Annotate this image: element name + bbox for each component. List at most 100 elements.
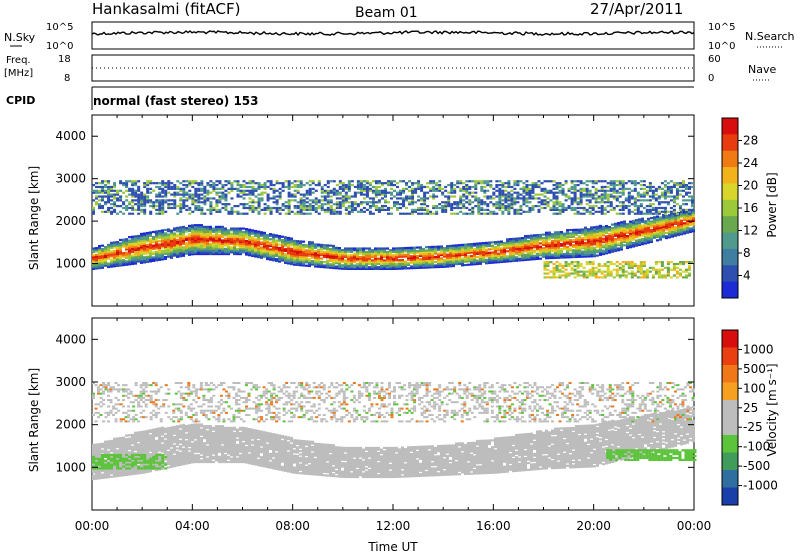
heatmap-cell bbox=[92, 257, 95, 260]
heatmap-cell bbox=[545, 238, 548, 241]
heatmap-cell bbox=[266, 244, 269, 247]
heatmap-cell bbox=[236, 237, 239, 240]
heatmap-cell bbox=[332, 246, 335, 249]
heatmap-cell bbox=[203, 191, 207, 194]
heatmap-cell bbox=[158, 185, 162, 189]
heatmap-cell bbox=[651, 206, 655, 210]
heatmap-cell bbox=[495, 212, 499, 215]
heatmap-cell bbox=[566, 252, 569, 256]
heatmap-cell bbox=[230, 234, 233, 237]
heatmap-cell bbox=[353, 255, 356, 259]
heatmap-cell bbox=[386, 182, 390, 185]
heatmap-cell bbox=[242, 246, 245, 249]
heatmap-cell bbox=[350, 210, 354, 213]
heatmap-cell bbox=[507, 208, 511, 212]
heatmap-cell bbox=[521, 238, 524, 241]
heatmap-cell bbox=[474, 183, 478, 187]
heatmap-cell bbox=[627, 208, 631, 212]
heatmap-cell bbox=[146, 259, 149, 262]
heatmap-cell bbox=[224, 199, 228, 202]
heatmap-cell bbox=[308, 264, 311, 268]
heatmap-cell bbox=[416, 249, 419, 253]
heatmap-cell bbox=[281, 247, 284, 250]
heatmap-cell bbox=[191, 229, 194, 232]
heatmap-cell bbox=[603, 262, 607, 266]
heatmap-cell bbox=[122, 263, 125, 267]
heatmap-cell bbox=[480, 187, 484, 190]
heatmap-cell bbox=[440, 250, 443, 253]
heatmap-cell bbox=[182, 251, 185, 254]
heatmap-cell bbox=[461, 253, 464, 257]
heatmap-cell bbox=[200, 225, 203, 228]
heatmap-cell bbox=[176, 250, 179, 253]
heatmap-cell bbox=[110, 199, 114, 202]
heatmap-cell bbox=[95, 250, 98, 253]
heatmap-cell bbox=[311, 241, 314, 244]
heatmap-cell bbox=[605, 248, 608, 251]
heatmap-cell bbox=[539, 252, 542, 255]
heatmap-cell bbox=[332, 260, 335, 263]
heatmap-cell bbox=[501, 204, 505, 208]
heatmap-cell bbox=[663, 180, 667, 183]
heatmap-cell bbox=[203, 230, 206, 234]
heatmap-cell bbox=[140, 208, 144, 212]
heatmap-cell bbox=[221, 232, 224, 235]
heatmap-cell bbox=[236, 241, 239, 244]
heatmap-cell bbox=[654, 189, 658, 192]
heatmap-cell bbox=[551, 236, 554, 239]
heatmap-cell bbox=[371, 249, 374, 252]
heatmap-cell bbox=[188, 246, 191, 250]
heatmap-cell bbox=[257, 247, 260, 250]
heatmap-cell bbox=[98, 256, 101, 260]
heatmap-cell bbox=[209, 249, 212, 252]
heatmap-cell bbox=[131, 183, 135, 187]
heatmap-cell bbox=[371, 204, 375, 208]
heatmap-cell bbox=[347, 262, 350, 265]
heatmap-cell bbox=[648, 187, 652, 190]
heatmap-cell bbox=[476, 245, 479, 249]
heatmap-cell bbox=[104, 256, 107, 259]
heatmap-cell bbox=[482, 247, 485, 250]
heatmap-cell bbox=[128, 187, 132, 190]
heatmap-cell bbox=[116, 247, 119, 250]
heatmap-cell bbox=[167, 228, 170, 231]
heatmap-cell bbox=[212, 206, 216, 210]
heatmap-cell bbox=[143, 199, 147, 202]
heatmap-cell bbox=[642, 206, 646, 210]
heatmap-cell bbox=[461, 262, 464, 265]
heatmap-cell bbox=[314, 189, 318, 192]
heatmap-cell bbox=[587, 246, 590, 250]
heatmap-cell bbox=[95, 264, 98, 267]
heatmap-cell bbox=[311, 251, 314, 254]
heatmap-cell bbox=[639, 261, 643, 264]
heatmap-cell bbox=[411, 182, 415, 185]
heatmap-cell bbox=[167, 240, 170, 243]
heatmap-cell bbox=[170, 232, 173, 236]
heatmap-cell bbox=[672, 197, 676, 200]
heatmap-cell bbox=[458, 262, 461, 265]
heatmap-cell bbox=[323, 252, 326, 255]
heatmap-cell bbox=[440, 265, 443, 269]
heatmap-cell bbox=[633, 189, 637, 192]
heatmap-cell bbox=[275, 195, 279, 198]
heatmap-cell bbox=[149, 244, 152, 248]
heatmap-cell bbox=[251, 185, 255, 189]
heatmap-cell bbox=[573, 193, 577, 196]
beam-title: Beam 01 bbox=[355, 5, 418, 21]
heatmap-cell bbox=[653, 224, 656, 227]
heatmap-cell bbox=[122, 258, 125, 262]
heatmap-cell bbox=[215, 242, 218, 245]
heatmap-cell bbox=[590, 251, 593, 255]
heatmap-cell bbox=[573, 206, 577, 210]
heatmap-cell bbox=[398, 254, 401, 257]
heatmap-cell bbox=[657, 210, 661, 213]
heatmap-cell bbox=[188, 197, 192, 200]
heatmap-cell bbox=[587, 253, 590, 256]
heatmap-cell bbox=[575, 240, 578, 243]
heatmap-cell bbox=[546, 261, 550, 264]
heatmap-cell bbox=[371, 189, 375, 192]
heatmap-cell bbox=[398, 250, 401, 253]
heatmap-cell bbox=[419, 246, 422, 249]
heatmap-cell bbox=[332, 266, 335, 270]
heatmap-cell bbox=[638, 223, 641, 226]
